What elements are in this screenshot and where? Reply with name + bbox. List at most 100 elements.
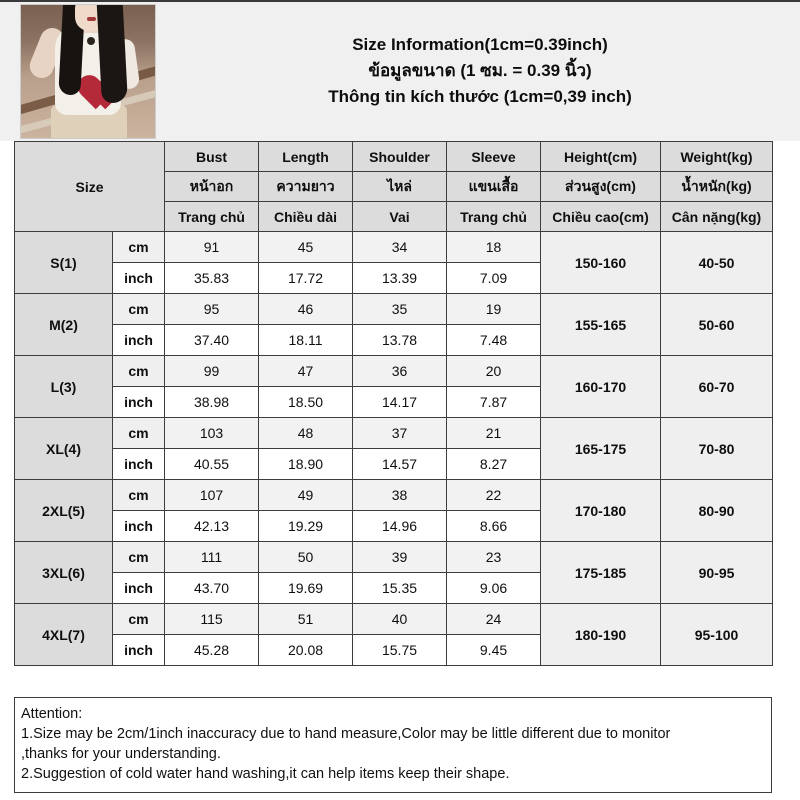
unit-cell-inch: inch: [111, 386, 166, 418]
value-height: 160-170: [540, 355, 662, 418]
value-bust-cm: 115: [164, 603, 260, 635]
value-bust-cm: 111: [164, 541, 260, 573]
value-weight: 70-80: [660, 417, 774, 480]
value-weight: 95-100: [660, 603, 774, 666]
header-sleeve-en: Sleeve: [446, 141, 542, 172]
table-row: inch 38.98 18.50 14.17 7.87: [15, 386, 773, 418]
value-sleeve-cm: 18: [446, 231, 542, 263]
size-cell: S(1): [14, 231, 113, 294]
table-row: inch 37.40 18.11 13.78 7.48: [15, 324, 773, 356]
unit-cell-cm: cm: [111, 479, 166, 511]
unit-cell-cm: cm: [111, 293, 166, 325]
value-weight: 90-95: [660, 541, 774, 604]
attention-note-1-cont: ,thanks for your understanding.: [21, 746, 221, 762]
header-shoulder-vi: Vai: [352, 201, 448, 232]
header-row-vi: Trang chủ Chiều dài Vai Trang chủ Chiều …: [15, 201, 774, 232]
product-photo-frame: [20, 4, 156, 139]
value-height: 165-175: [540, 417, 662, 480]
attention-heading: Attention:: [21, 706, 83, 722]
value-sleeve-inch: 7.87: [446, 386, 542, 418]
header-weight-vi: Cân nặng(kg): [660, 201, 774, 232]
header-bust-en: Bust: [164, 141, 260, 172]
value-length-inch: 17.72: [258, 262, 354, 294]
value-bust-inch: 37.40: [164, 324, 260, 356]
table-row: XL(4) cm 103 48 37 21 165-175 70-80: [14, 417, 774, 480]
size-cell: 4XL(7): [14, 603, 113, 666]
value-height: 170-180: [540, 479, 662, 542]
header-height-en: Height(cm): [540, 141, 662, 172]
value-height: 180-190: [540, 603, 662, 666]
value-bust-cm: 95: [164, 293, 260, 325]
value-bust-cm: 103: [164, 417, 260, 449]
header-bust-th: หน้าอก: [164, 171, 260, 202]
size-cell: 3XL(6): [14, 541, 113, 604]
header-length-vi: Chiều dài: [258, 201, 354, 232]
value-length-cm: 46: [258, 293, 354, 325]
title-line-en: Size Information(1cm=0.39inch): [352, 35, 608, 54]
banner-title-block: Size Information(1cm=0.39inch) ข้อมูลขนา…: [160, 2, 800, 143]
value-shoulder-cm: 35: [352, 293, 448, 325]
value-bust-cm: 91: [164, 231, 260, 263]
attention-note-2: 2.Suggestion of cold water hand washing,…: [21, 766, 510, 782]
header-sleeve-vi: Trang chủ: [446, 201, 542, 232]
value-sleeve-cm: 24: [446, 603, 542, 635]
value-shoulder-inch: 13.39: [352, 262, 448, 294]
value-bust-inch: 35.83: [164, 262, 260, 294]
value-weight: 60-70: [660, 355, 774, 418]
unit-cell-inch: inch: [111, 262, 166, 294]
value-shoulder-inch: 13.78: [352, 324, 448, 356]
value-sleeve-inch: 7.48: [446, 324, 542, 356]
size-cell: XL(4): [14, 417, 113, 480]
header-length-th: ความยาว: [258, 171, 354, 202]
size-cell: M(2): [14, 293, 113, 356]
value-shoulder-cm: 34: [352, 231, 448, 263]
value-length-cm: 45: [258, 231, 354, 263]
attention-note-1: 1.Size may be 2cm/1inch inaccuracy due t…: [21, 726, 671, 742]
value-sleeve-inch: 8.66: [446, 510, 542, 542]
value-sleeve-inch: 8.27: [446, 448, 542, 480]
value-length-inch: 19.29: [258, 510, 354, 542]
header-shoulder-en: Shoulder: [352, 141, 448, 172]
header-weight-th: น้ำหนัก(kg): [660, 171, 774, 202]
value-length-cm: 49: [258, 479, 354, 511]
table-row: 4XL(7) cm 115 51 40 24 180-190 95-100: [14, 603, 774, 666]
value-sleeve-inch: 9.06: [446, 572, 542, 604]
value-bust-cm: 107: [164, 479, 260, 511]
unit-cell-inch: inch: [111, 448, 166, 480]
value-sleeve-cm: 19: [446, 293, 542, 325]
table-row: M(2) cm 95 46 35 19 155-165 50-60: [14, 293, 774, 356]
size-table-wrapper: Size Bust Length Shoulder Sleeve Height(…: [13, 141, 774, 666]
value-bust-cm: 99: [164, 355, 260, 387]
value-height: 175-185: [540, 541, 662, 604]
header-height-vi: Chiều cao(cm): [540, 201, 662, 232]
value-bust-inch: 40.55: [164, 448, 260, 480]
value-weight: 80-90: [660, 479, 774, 542]
value-sleeve-cm: 21: [446, 417, 542, 449]
size-cell: L(3): [14, 355, 113, 418]
unit-cell-cm: cm: [111, 603, 166, 635]
value-shoulder-inch: 15.35: [352, 572, 448, 604]
value-length-inch: 18.90: [258, 448, 354, 480]
table-row: S(1) cm 91 45 34 18 150-160 40-50: [14, 231, 774, 294]
value-shoulder-inch: 14.57: [352, 448, 448, 480]
title-line-th: ข้อมูลขนาด (1 ซม. = 0.39 นิ้ว): [368, 61, 592, 80]
value-length-cm: 50: [258, 541, 354, 573]
value-sleeve-cm: 22: [446, 479, 542, 511]
product-photo: [21, 5, 155, 138]
header-row-th: หน้าอก ความยาว ไหล่ แขนเสื้อ ส่วนสูง(cm)…: [15, 171, 774, 202]
photo-model-lips: [87, 17, 96, 21]
unit-cell-inch: inch: [111, 572, 166, 604]
header-length-en: Length: [258, 141, 354, 172]
photo-model-necklace: [87, 37, 95, 45]
unit-cell-cm: cm: [111, 417, 166, 449]
header-row-en: Size Bust Length Shoulder Sleeve Height(…: [13, 141, 774, 232]
unit-cell-cm: cm: [111, 231, 166, 263]
value-shoulder-cm: 36: [352, 355, 448, 387]
table-row: inch 40.55 18.90 14.57 8.27: [15, 448, 773, 480]
value-bust-inch: 42.13: [164, 510, 260, 542]
value-length-inch: 20.08: [258, 634, 354, 666]
table-row: inch 45.28 20.08 15.75 9.45: [15, 634, 773, 666]
value-shoulder-cm: 39: [352, 541, 448, 573]
size-table: Size Bust Length Shoulder Sleeve Height(…: [13, 141, 774, 666]
